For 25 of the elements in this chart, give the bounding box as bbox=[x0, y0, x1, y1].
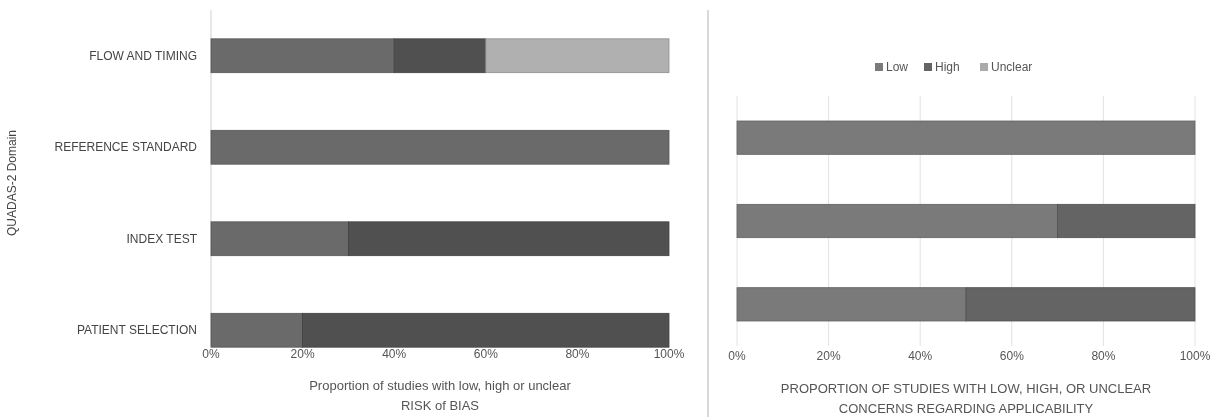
y-tick-label: PATIENT SELECTION bbox=[76, 323, 197, 338]
x-tick-label: 20% bbox=[816, 349, 841, 363]
y-tick-label: REFERENCE STANDARD bbox=[54, 140, 198, 155]
y-tick-label: INDEX TEST bbox=[126, 231, 198, 246]
x-tick-label: 80% bbox=[565, 347, 590, 361]
legend-label: Low bbox=[886, 60, 909, 74]
x-tick-label: 100% bbox=[653, 347, 685, 361]
bar bbox=[736, 120, 1196, 155]
x-tick-label: 60% bbox=[999, 349, 1025, 363]
x-tick-label: 40% bbox=[382, 347, 407, 361]
x-tick-label: 60% bbox=[473, 347, 499, 361]
legend-label: High bbox=[935, 60, 960, 74]
legend-label: Unclear bbox=[991, 60, 1033, 74]
x-tick-label: 0% bbox=[728, 349, 746, 363]
x-tick-label: 20% bbox=[290, 347, 315, 361]
x-axis-title: PROPORTION OF STUDIES WITH LOW, HIGH, OR UNCLEAR CONCERNS REGARDING APPLICABILITY bbox=[780, 381, 1152, 416]
bar bbox=[210, 129, 670, 165]
y-tick-label: FLOW AND TIMING bbox=[89, 48, 197, 63]
y-axis-title: QUADAS-2 Domain bbox=[5, 129, 19, 237]
x-tick-label: 0% bbox=[202, 347, 220, 361]
bar bbox=[485, 38, 670, 74]
x-tick-label: 100% bbox=[1179, 349, 1211, 363]
x-tick-label: 80% bbox=[1091, 349, 1116, 363]
x-tick-label: 40% bbox=[908, 349, 933, 363]
x-axis-title: Proportion of studies with low, high or unclear RISK of BIAS bbox=[309, 378, 572, 413]
